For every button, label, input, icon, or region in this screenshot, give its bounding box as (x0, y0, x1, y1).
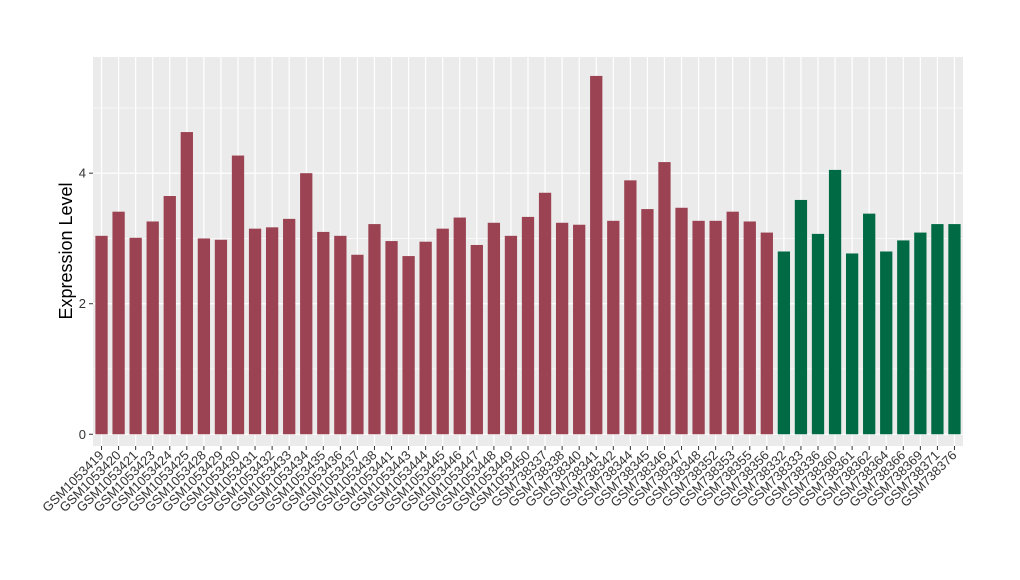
bar-GSM1053446 (453, 217, 466, 435)
bar-GSM1053436 (334, 235, 347, 435)
bar-GSM1053435 (317, 231, 330, 435)
bar-GSM1053449 (504, 235, 518, 435)
bar-GSM738344 (624, 180, 637, 435)
bar-GSM738342 (607, 220, 620, 435)
bar-GSM1053445 (436, 228, 449, 435)
bar-GSM1053424 (163, 196, 176, 435)
bar-GSM1053441 (385, 241, 398, 435)
bar-GSM1053431 (248, 228, 262, 435)
bars-group (95, 75, 961, 435)
bar-GSM738346 (658, 162, 671, 435)
bar-GSM738360 (828, 169, 842, 435)
bar-GSM738340 (573, 224, 586, 435)
bar-GSM1053429 (214, 239, 228, 435)
y-tick-label: 4 (79, 166, 86, 181)
bar-GSM1053423 (146, 221, 159, 435)
bar-GSM738362 (863, 213, 876, 435)
bar-GSM1053432 (265, 227, 279, 435)
bar-GSM738337 (538, 192, 552, 435)
bar-GSM738369 (914, 232, 927, 435)
bar-GSM1053428 (197, 238, 211, 435)
bar-GSM738353 (726, 211, 739, 435)
bar-GSM738352 (709, 220, 722, 435)
bar-GSM738366 (897, 240, 910, 435)
bar-GSM738341 (590, 75, 603, 435)
bar-GSM1053419 (95, 235, 108, 435)
bar-GSM1053433 (283, 218, 296, 435)
bar-GSM738356 (760, 232, 773, 435)
bar-GSM738333 (794, 199, 808, 435)
bar-GSM1053444 (419, 241, 432, 435)
bar-GSM738348 (692, 220, 705, 435)
bar-GSM1053425 (180, 132, 193, 435)
y-tick-label: 2 (79, 296, 86, 311)
bar-GSM738345 (641, 209, 654, 435)
y-axis: 0 2 4 (79, 166, 93, 442)
bar-GSM738347 (675, 207, 688, 435)
bar-GSM1053421 (129, 237, 142, 435)
bar-GSM738361 (845, 253, 859, 435)
bar-GSM738338 (555, 222, 569, 435)
bar-GSM1053438 (368, 224, 381, 435)
bar-GSM1053448 (487, 222, 501, 435)
bar-GSM738376 (948, 224, 961, 435)
bar-GSM738364 (880, 251, 893, 435)
bar-GSM1053450 (521, 216, 535, 435)
bar-GSM738371 (931, 224, 944, 435)
y-axis-title: Expression Level (56, 182, 76, 319)
bar-GSM738355 (743, 221, 756, 435)
bar-GSM1053430 (231, 155, 245, 435)
y-tick-label: 0 (79, 427, 86, 442)
bar-GSM738332 (777, 251, 791, 435)
bar-GSM1053447 (470, 244, 483, 435)
bar-GSM1053437 (351, 254, 364, 435)
bar-GSM1053434 (300, 173, 313, 435)
bar-GSM1053420 (112, 211, 125, 435)
bar-GSM1053443 (402, 256, 415, 435)
bar-GSM738336 (811, 233, 825, 435)
x-axis: GSM1053419GSM1053420GSM1053421GSM1053423… (39, 446, 960, 515)
